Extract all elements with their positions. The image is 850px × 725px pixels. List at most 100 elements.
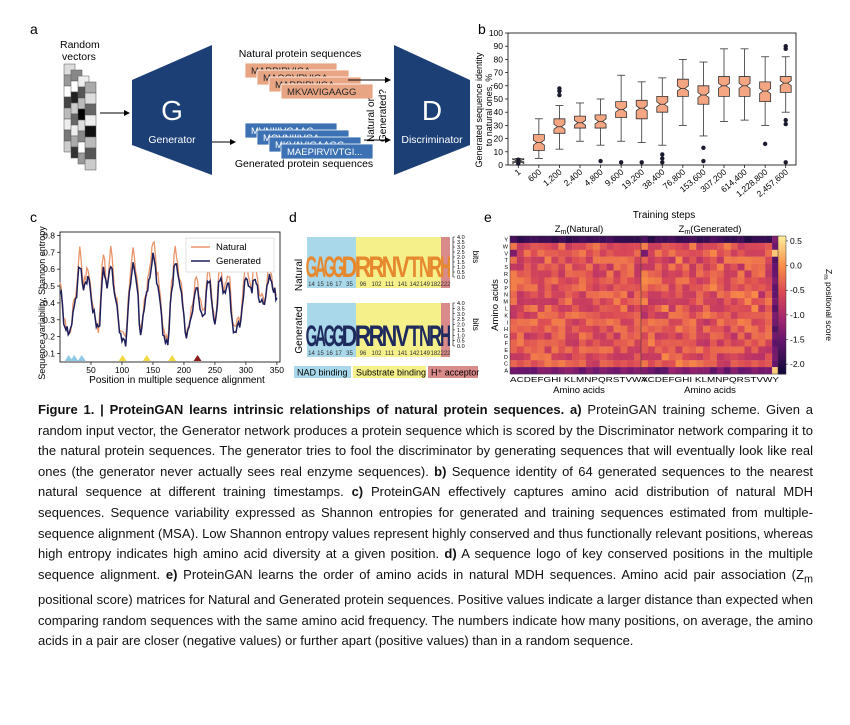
logo-letter: T bbox=[409, 250, 420, 284]
heatmap-cell bbox=[523, 270, 531, 278]
heatmap-cell bbox=[613, 236, 621, 244]
heatmap-cell bbox=[523, 291, 531, 299]
heatmap-cell bbox=[599, 277, 607, 285]
heatmap-cell bbox=[689, 318, 697, 326]
heatmap-ytick-label: I bbox=[506, 320, 508, 326]
colorbar-segment bbox=[778, 284, 786, 288]
heatmap-cell bbox=[558, 339, 566, 347]
heatmap-cell bbox=[558, 263, 566, 271]
heatmap-cell bbox=[675, 332, 683, 340]
heatmap-cell bbox=[682, 291, 690, 299]
arrows-to-discriminator bbox=[348, 77, 391, 143]
heatmap-cell bbox=[599, 242, 607, 250]
logo-letter: D bbox=[342, 249, 358, 283]
heatmap-cell bbox=[585, 249, 593, 257]
heatmap-cell bbox=[641, 339, 649, 347]
heatmap-cell bbox=[606, 236, 614, 244]
logo-column-bg bbox=[430, 303, 441, 357]
heatmap-cell bbox=[772, 305, 780, 313]
heatmap-cell bbox=[516, 360, 524, 368]
colorbar-tick-label: 0.5 bbox=[790, 236, 802, 246]
heatmap-cell bbox=[751, 277, 759, 285]
heatmap-cell bbox=[516, 339, 524, 347]
entropy-ytick-label: 0.1 bbox=[43, 349, 55, 359]
heatmap-cell bbox=[641, 270, 649, 278]
entropy-position-marker bbox=[142, 355, 151, 361]
heatmap-cell bbox=[620, 236, 628, 244]
vector-cell bbox=[84, 125, 97, 138]
heatmap-cell bbox=[537, 242, 545, 250]
colorbar-segment bbox=[778, 353, 786, 357]
heatmap-cell bbox=[641, 367, 649, 375]
caption-c-text: ProteinGAN effectively captures amino ac… bbox=[38, 484, 813, 562]
heatmap-cell bbox=[537, 298, 545, 306]
colorbar-segment bbox=[778, 286, 786, 290]
boxplot-box bbox=[635, 99, 648, 120]
heatmap-cell bbox=[696, 367, 704, 375]
caption-a-label: a) bbox=[570, 402, 582, 417]
heatmap-cell bbox=[606, 318, 614, 326]
heatmap-cell bbox=[620, 263, 628, 271]
heatmap-cell bbox=[544, 236, 552, 244]
heatmap-cell bbox=[592, 318, 600, 326]
heatmap-cell bbox=[641, 318, 649, 326]
heatmap-cell bbox=[668, 263, 676, 271]
heatmap-cell bbox=[530, 298, 538, 306]
logo-position-label: 15 bbox=[317, 282, 324, 288]
random-vector-stack bbox=[63, 63, 97, 171]
logo-letter: G bbox=[333, 321, 345, 354]
heatmap-cell bbox=[544, 332, 552, 340]
heatmap-cell bbox=[585, 270, 593, 278]
heatmap-cell bbox=[730, 256, 738, 264]
entropy-xlabel: Position in multiple sequence alignment bbox=[89, 375, 265, 386]
heatmap-cell bbox=[737, 236, 745, 244]
colorbar-segment bbox=[778, 316, 786, 320]
vector-cell bbox=[84, 92, 97, 105]
boxplot-box bbox=[574, 115, 586, 129]
heatmap-cell bbox=[537, 346, 545, 354]
heatmap-cell bbox=[744, 263, 752, 271]
heatmap-cell bbox=[654, 305, 662, 313]
logo-letter: D bbox=[342, 318, 358, 352]
entropy-legend: Natural Generated bbox=[185, 237, 275, 273]
heatmap-cell bbox=[751, 242, 759, 250]
heatmap-cell bbox=[585, 236, 593, 244]
heatmap-cell bbox=[675, 284, 683, 292]
heatmap-cell bbox=[675, 325, 683, 333]
heatmap-cell bbox=[634, 311, 642, 319]
heatmap-cell bbox=[510, 236, 518, 244]
entropy-ytick-label: 0.4 bbox=[43, 298, 55, 308]
logo-bits-tick-label: 1.5 bbox=[457, 328, 465, 334]
heatmap-cell bbox=[765, 298, 773, 306]
colorbar-segment bbox=[778, 309, 786, 313]
heatmap-cell bbox=[585, 367, 593, 375]
heatmap-cell bbox=[710, 263, 718, 271]
heatmap-cell bbox=[565, 249, 573, 257]
logo-legend-swatch bbox=[353, 366, 426, 378]
logo-position-label: 142 bbox=[409, 282, 420, 288]
heatmap-cell bbox=[682, 318, 690, 326]
logo-column-bg bbox=[370, 237, 383, 288]
heatmap-title: Zm(Natural) bbox=[555, 224, 604, 236]
colorbar-segment bbox=[778, 346, 786, 350]
boxplot-outlier bbox=[701, 145, 706, 151]
heatmap-cell bbox=[627, 236, 635, 244]
heatmap-ytick-label: S bbox=[504, 265, 508, 271]
heatmap-cell bbox=[641, 311, 649, 319]
colorbar-segment bbox=[778, 364, 786, 368]
heatmap-cell bbox=[710, 284, 718, 292]
logo-position-label: 17 bbox=[335, 351, 342, 357]
heatmap-cell bbox=[689, 325, 697, 333]
heatmap-cell bbox=[723, 360, 731, 368]
heatmap-cell bbox=[565, 298, 573, 306]
heatmap-cell bbox=[592, 325, 600, 333]
heatmap-cell bbox=[579, 277, 587, 285]
heatmap-cell bbox=[710, 277, 718, 285]
heatmap-cell bbox=[537, 318, 545, 326]
heatmap-cell bbox=[565, 242, 573, 250]
heatmap-cell bbox=[737, 339, 745, 347]
heatmap-cell bbox=[592, 263, 600, 271]
heatmap-cell bbox=[647, 270, 655, 278]
heatmap-cell bbox=[668, 277, 676, 285]
heatmap-cell bbox=[730, 353, 738, 361]
